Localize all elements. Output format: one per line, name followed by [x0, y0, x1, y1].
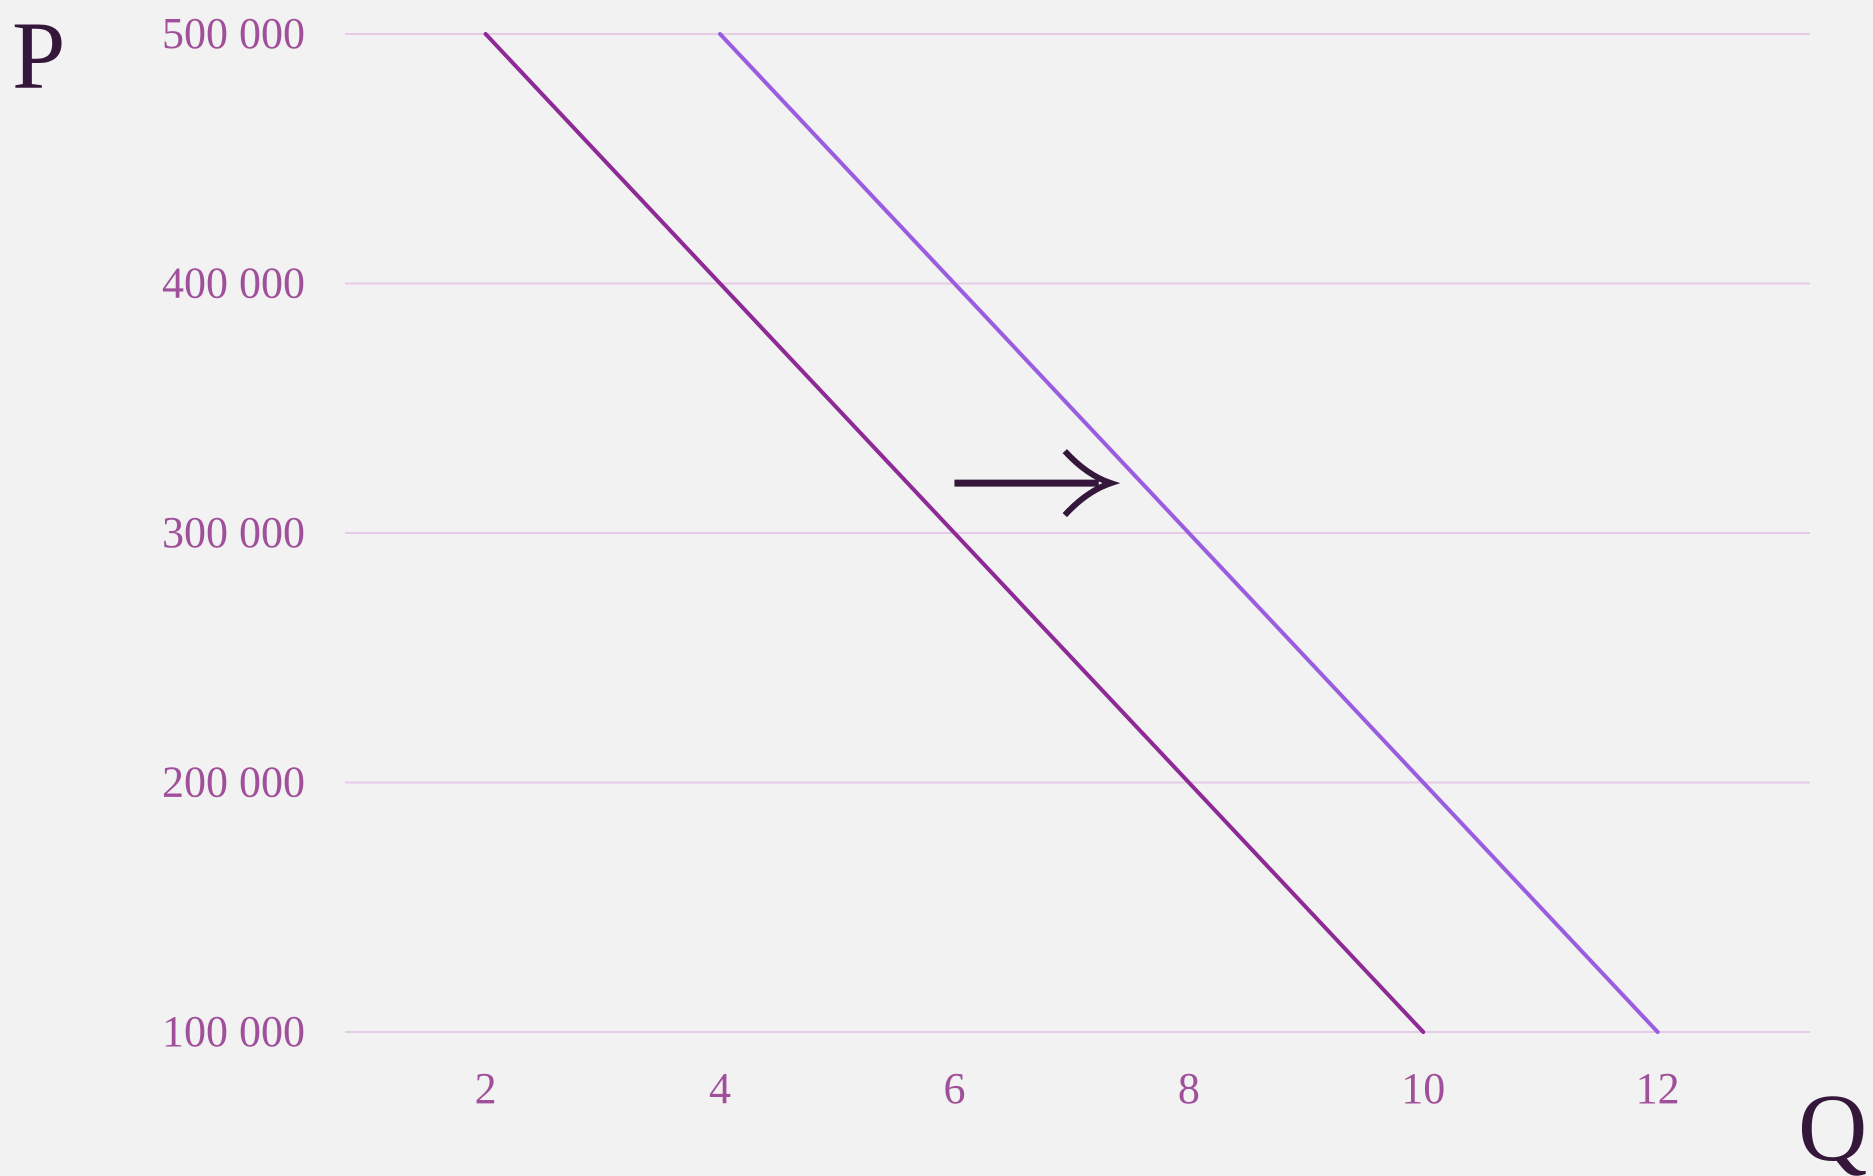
x-tick-label: 10: [1401, 1064, 1445, 1113]
x-tick-label: 2: [475, 1064, 497, 1113]
y-tick-label: 300 000: [162, 508, 305, 557]
x-tick-label: 4: [709, 1064, 731, 1113]
series-lines: [483, 32, 1660, 1034]
x-axis-label: Q: [1798, 1074, 1867, 1176]
shift-arrow-head: [1062, 449, 1121, 518]
y-tick-labels: 100 000 200 000 300 000 400 000 500 000: [162, 9, 305, 1056]
x-tick-label: 6: [943, 1064, 965, 1113]
x-tick-labels: 2 4 6 8 10 12: [475, 1064, 1680, 1113]
y-tick-label: 400 000: [162, 259, 305, 308]
y-tick-label: 100 000: [162, 1007, 305, 1056]
y-tick-label: 500 000: [162, 9, 305, 58]
series-line-2: [718, 32, 1660, 1034]
y-axis-label: P: [12, 2, 65, 109]
annotations: [954, 449, 1121, 518]
series-line-1: [483, 32, 1426, 1034]
x-tick-label: 12: [1636, 1064, 1680, 1113]
x-tick-label: 8: [1178, 1064, 1200, 1113]
y-tick-label: 200 000: [162, 758, 305, 807]
grid-lines: [345, 33, 1810, 1033]
